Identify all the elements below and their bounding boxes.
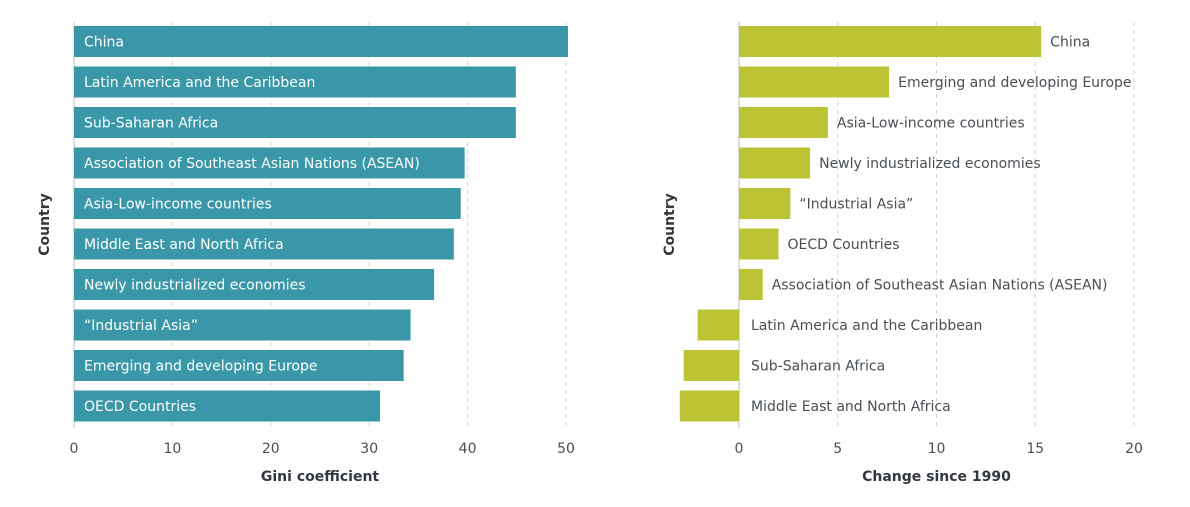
chart2-bar-label: Sub-Saharan Africa <box>751 359 885 375</box>
chart1-tick-label: 20 <box>262 441 280 457</box>
chart1-bar <box>74 350 404 381</box>
chart1-bar <box>74 269 435 300</box>
chart2-bar <box>739 66 890 98</box>
chart1-bar-label: “Industrial Asia” <box>84 318 198 334</box>
chart2-bar-label: OECD Countries <box>788 237 900 253</box>
chart1-bar-label: Association of Southeast Asian Nations (… <box>84 156 420 172</box>
chart1-bar <box>74 66 516 98</box>
chart1-tick-label: 50 <box>557 441 575 457</box>
chart1-bar <box>74 390 381 422</box>
chart2-bar-label: “Industrial Asia” <box>799 197 913 213</box>
chart2-bar-label: Emerging and developing Europe <box>898 75 1131 91</box>
chart2-tick-label: 15 <box>1026 441 1044 457</box>
chart2-bar-label: Newly industrialized economies <box>819 156 1041 172</box>
chart2-tick-label: 10 <box>928 441 946 457</box>
chart2-bar <box>739 107 828 138</box>
chart2-tick-label: 5 <box>833 441 842 457</box>
chart2-bar-label: Association of Southeast Asian Nations (… <box>772 278 1108 294</box>
chart1-tick-label: 30 <box>360 441 378 457</box>
chart2-bar-label: Asia-Low-income countries <box>837 116 1025 132</box>
chart1-x-axis-title: Gini coefficient <box>261 469 380 485</box>
chart2-bar <box>739 147 811 179</box>
chart2-x-axis-title: Change since 1990 <box>862 469 1011 485</box>
chart1-bar-label: Latin America and the Caribbean <box>84 75 315 91</box>
chart1-bar-label: Sub-Saharan Africa <box>84 116 218 132</box>
chart1-bar <box>74 107 516 138</box>
chart1-tick-label: 0 <box>70 441 79 457</box>
chart2-bar <box>697 309 739 341</box>
chart1-bar-label: Middle East and North Africa <box>84 237 284 253</box>
chart2-bar-label: China <box>1050 35 1090 51</box>
chart2-bar-label: Latin America and the Caribbean <box>751 318 982 334</box>
chart1-bar-label: Newly industrialized economies <box>84 278 306 294</box>
chart2-bar <box>683 350 739 381</box>
chart1-bar <box>74 188 461 219</box>
chart2-bar-label: Middle East and North Africa <box>751 399 951 415</box>
chart2-bar <box>739 26 1042 57</box>
chart1-bar-label: OECD Countries <box>84 399 196 415</box>
chart2-bar <box>679 390 739 422</box>
chart1-bar <box>74 309 411 341</box>
chart1-bar <box>74 26 568 57</box>
chart1-tick-label: 10 <box>163 441 181 457</box>
chart1-y-axis-title: Country <box>37 193 53 256</box>
chart1-bar-label: Emerging and developing Europe <box>84 359 317 375</box>
chart2-tick-label: 20 <box>1125 441 1143 457</box>
chart1-tick-label: 40 <box>459 441 477 457</box>
chart1-bar-label: China <box>84 35 124 51</box>
chart1-bar <box>74 228 454 260</box>
chart2-y-axis-title: Country <box>662 193 678 256</box>
chart2-bar <box>739 269 763 300</box>
chart2-tick-label: 0 <box>735 441 744 457</box>
chart2-bar <box>739 228 779 260</box>
chart2-bar <box>739 188 791 219</box>
chart1-bar <box>74 147 465 179</box>
chart1-bar-label: Asia-Low-income countries <box>84 197 272 213</box>
